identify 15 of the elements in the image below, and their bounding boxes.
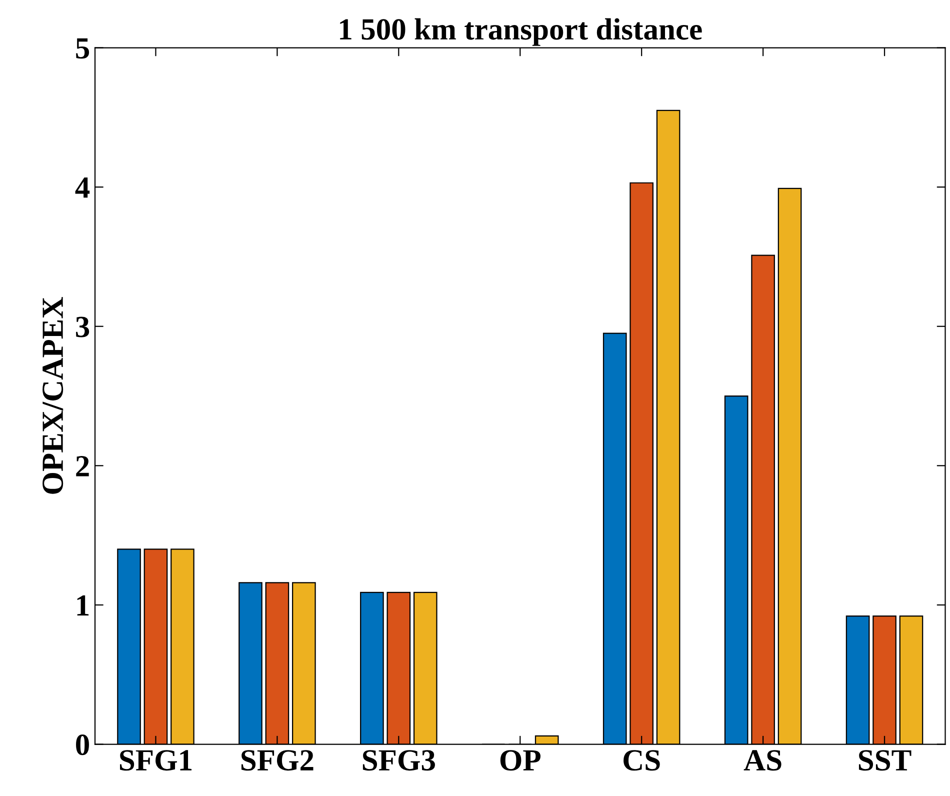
y-tick-label: 5 [76, 38, 90, 59]
x-tick-label: CS [624, 750, 660, 771]
x-tick-label: OP [500, 750, 540, 771]
y-tick-label: 4 [75, 178, 90, 198]
x-tick-label: SFG3 [362, 750, 435, 771]
chart-title: 1 500 km transport distance [340, 18, 702, 46]
y-tick-label: 0 [76, 734, 89, 756]
x-tick-label: AS [744, 750, 782, 771]
x-tick-label: SFG2 [241, 750, 314, 771]
y-tick-label: 1 [77, 595, 89, 616]
x-tick-label: SST [858, 750, 912, 771]
y-axis-title: OPEX/CAPEX [42, 297, 64, 494]
x-tick-label: SFG1 [120, 750, 192, 771]
y-tick-label: 3 [76, 316, 90, 338]
y-tick-label: 2 [76, 456, 89, 476]
